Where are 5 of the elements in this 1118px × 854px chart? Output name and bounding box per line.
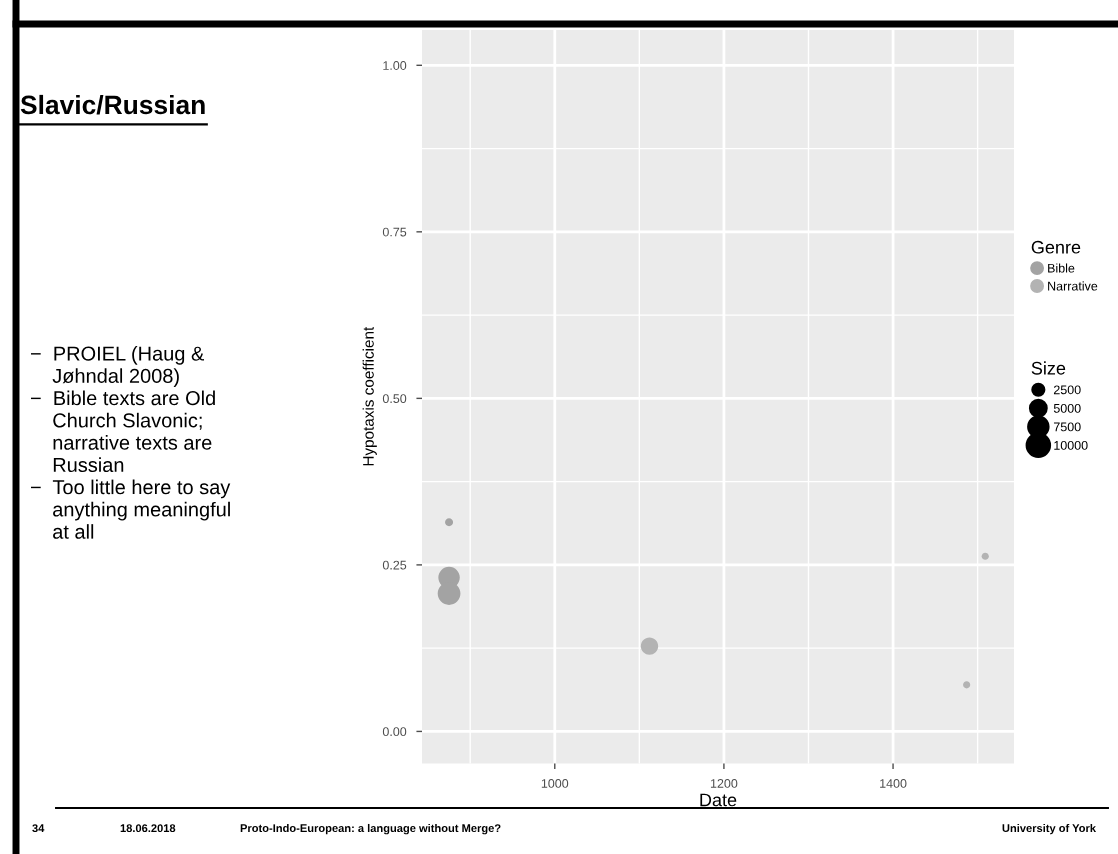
text: Size	[1031, 361, 1066, 375]
text: Slavic/Russian	[20, 94, 205, 115]
legend-title: Genre	[1031, 240, 1081, 254]
text: − PROIEL (Haug & Jøhndal 2008) − Bible texts are Old Church Slavonic; narrative texts are Russian − Too little here to say anything meaningful at all	[30, 346, 231, 539]
x-axis-title: Date	[700, 793, 737, 807]
